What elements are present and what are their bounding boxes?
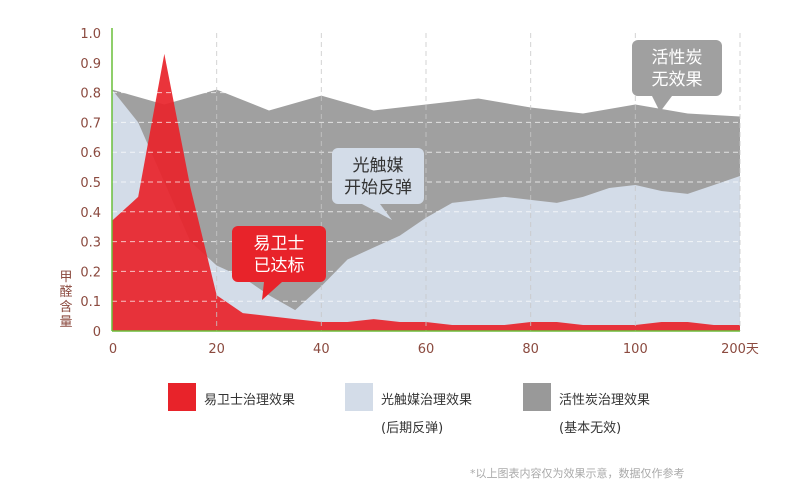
callout-tail <box>362 204 392 220</box>
legend-swatch-red <box>168 383 196 411</box>
callout-text: 已达标 <box>254 256 305 276</box>
x-tick-label: 100 <box>623 342 648 357</box>
x-tick-label: 20 <box>208 342 225 357</box>
legend-label: 活性炭治理效果 <box>559 393 651 408</box>
y-tick-label: 0.4 <box>80 206 101 221</box>
y-tick-label: 0.2 <box>80 265 101 280</box>
legend-swatch-gray <box>523 383 551 411</box>
x-tick-label: 0 <box>109 342 117 357</box>
disclaimer-note: *以上图表内容仅为效果示意，数据仅作参考 <box>470 467 685 480</box>
y-axis-label-char: 量 <box>59 315 72 330</box>
callout-text: 开始反弹 <box>344 178 412 198</box>
callout-text: 无效果 <box>652 70 703 90</box>
callout-text: 易卫士 <box>254 234 305 254</box>
y-tick-label: 0.3 <box>80 236 101 251</box>
y-tick-label: 0.9 <box>80 57 101 72</box>
y-axis-label-char: 甲 <box>59 270 72 285</box>
x-tick-label: 80 <box>522 342 539 357</box>
series-area-2 <box>112 53 740 332</box>
series-area-1 <box>112 89 740 332</box>
legend-sub-label: (后期反弹) <box>381 421 444 436</box>
callout-tail <box>262 282 282 300</box>
y-tick-label: 1.0 <box>80 27 101 42</box>
legend-label: 光触媒治理效果 <box>381 393 473 408</box>
y-axis-label-char: 醛 <box>59 284 72 300</box>
x-tick-label: 60 <box>418 342 435 357</box>
y-tick-label: 0.7 <box>80 116 101 131</box>
legend-label: 易卫士治理效果 <box>204 393 296 408</box>
y-tick-label: 0.5 <box>80 176 101 191</box>
callout-box <box>332 148 424 204</box>
y-tick-label: 0.8 <box>80 87 101 102</box>
y-tick-label: 0 <box>93 325 101 340</box>
callout-box <box>632 40 722 96</box>
chart: 0 0.1 0.2 0.3 0.4 0.5 0.6 0.7 0.8 0.9 1.0 0 20 40 60 80… <box>59 27 759 357</box>
callout-box <box>232 226 326 282</box>
callout-tail <box>652 96 672 112</box>
legend-swatch-light <box>345 383 373 411</box>
callout-text: 活性炭 <box>652 48 703 68</box>
y-axis-label-char: 含 <box>59 299 72 315</box>
y-tick-label: 0.1 <box>80 295 101 310</box>
callout-text: 光触媒 <box>353 156 404 176</box>
legend-sub-label: (基本无效) <box>559 421 622 436</box>
y-tick-label: 0.6 <box>80 146 101 161</box>
x-tick-label: 200天 <box>721 342 759 357</box>
x-tick-label: 40 <box>313 342 330 357</box>
